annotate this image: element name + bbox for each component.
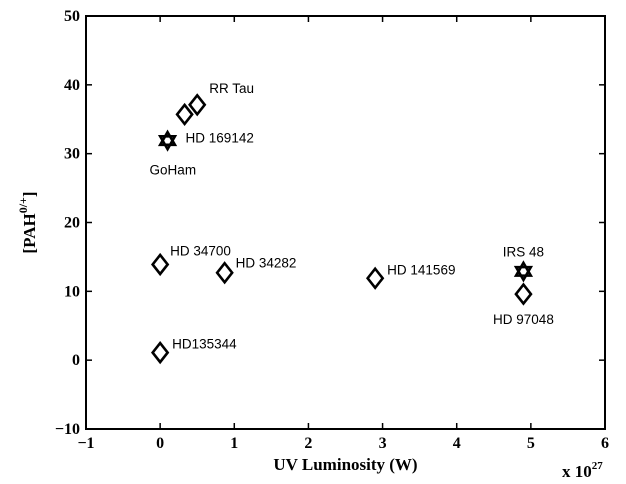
x-tick-label: 2 — [304, 435, 312, 452]
y-axis-title: [PAH0/+] — [16, 191, 39, 253]
point-label: IRS 48 — [503, 244, 544, 259]
x-axis-multiplier: x 1027 — [562, 460, 603, 481]
y-label-close: ] — [20, 191, 39, 197]
y-tick-label: 20 — [64, 215, 80, 232]
y-tick-label: −10 — [55, 421, 80, 438]
y-tick-label: 0 — [72, 352, 80, 369]
y-tick-label: 10 — [64, 283, 80, 300]
point-label: GoHam — [150, 163, 197, 178]
x-multiplier-exponent: 27 — [592, 460, 604, 472]
star-triangle-down — [157, 135, 178, 152]
star-marker — [157, 129, 178, 152]
x-tick-label: 4 — [453, 435, 461, 452]
diamond-marker — [150, 340, 170, 365]
point-label: HD 141569 — [387, 262, 455, 277]
diamond-marker — [366, 266, 385, 290]
point-label: HD 97048 — [493, 312, 554, 327]
point-label: HD 169142 — [186, 131, 254, 146]
plot-frame — [85, 15, 606, 430]
diamond-marker — [514, 282, 533, 306]
star-marker — [513, 260, 534, 283]
x-tick-label: −1 — [77, 435, 94, 452]
point-label: HD 34700 — [170, 243, 231, 258]
x-axis-title: UV Luminosity (W) — [273, 455, 417, 474]
point-label: RR Tau — [209, 81, 254, 96]
point-labels: RR Tau HD 169142 GoHam HD 34700 HD 34282 HD 1… — [150, 81, 554, 352]
diamond-marker — [150, 252, 170, 277]
y-tick-label: 50 — [64, 8, 80, 25]
x-tick-label: 0 — [156, 435, 164, 452]
point-label: HD135344 — [172, 337, 237, 352]
star-triangle-up — [157, 129, 178, 147]
y-tick-label: 40 — [64, 77, 80, 94]
diamond-marker — [175, 102, 194, 127]
star-triangle-up — [513, 260, 534, 277]
y-label-base: [PAH — [20, 213, 39, 253]
axis-ticks — [85, 15, 606, 430]
x-multiplier-base: x 10 — [562, 462, 592, 481]
star-triangle-down — [513, 265, 534, 283]
diamond-marker — [188, 93, 207, 117]
point-label: HD 34282 — [236, 256, 297, 271]
x-tick-label: 1 — [230, 435, 238, 452]
x-tick-label: 3 — [379, 435, 387, 452]
data-markers — [150, 93, 534, 365]
x-tick-label: 5 — [527, 435, 535, 452]
y-label-superscript: 0/+ — [16, 197, 30, 213]
x-tick-label: 6 — [601, 435, 609, 452]
diamond-marker — [215, 261, 234, 285]
y-tick-label: 30 — [64, 146, 80, 163]
